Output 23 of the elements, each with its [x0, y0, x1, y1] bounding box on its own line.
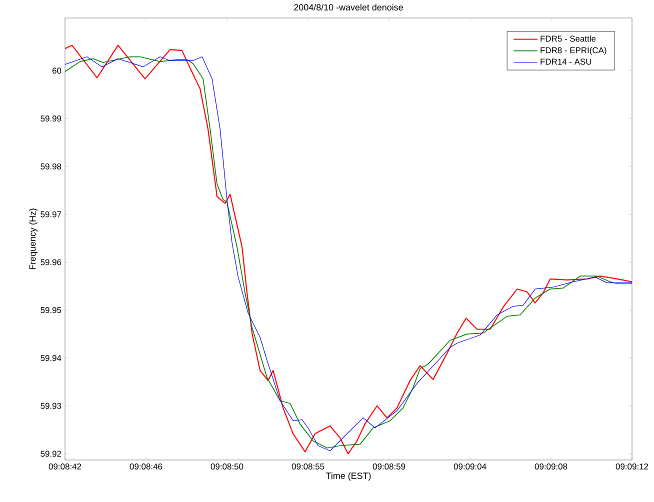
x-axis-title: Time (EST) [326, 472, 371, 481]
y-tick-label: 59.94 [40, 354, 62, 361]
x-tick-label: 09:09:08 [534, 464, 568, 470]
chart-title: 2004/8/10 -wavelet denoise [294, 4, 403, 10]
y-axis-title: Frequency (Hz) [29, 208, 38, 270]
x-tick-label: 09:09:04 [454, 464, 486, 470]
y-tick-label: 59.96 [40, 259, 62, 266]
legend-label: FDR8 - EPRI(CA) [540, 47, 606, 55]
x-tick-label: 09:08:59 [372, 464, 406, 470]
legend-label: FDR14 - ASU [540, 58, 592, 65]
y-tick-label: 59.98 [40, 163, 62, 170]
y-tick-label: 59.95 [40, 307, 62, 314]
legend-label: FDR5 - Seattle [540, 35, 596, 42]
y-tick-label: 59.92 [40, 450, 62, 457]
x-tick-label: 09:09:12 [616, 464, 648, 470]
y-tick-label: 59.93 [40, 402, 62, 409]
y-tick-label: 59.97 [40, 211, 62, 218]
x-tick-label: 09:08:50 [210, 464, 244, 470]
x-tick-label: 09:08:42 [48, 464, 82, 470]
y-tick-label: 59.99 [40, 116, 62, 122]
x-tick-label: 09:08:55 [292, 464, 324, 470]
x-tick-label: 09:08:46 [130, 464, 162, 470]
y-tick-label: 60 [52, 68, 62, 74]
